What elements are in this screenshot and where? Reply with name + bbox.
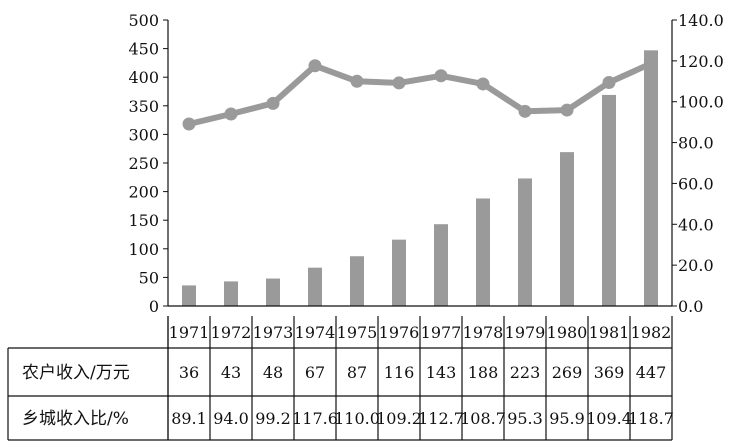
income-value-cell: 188: [468, 363, 499, 382]
income-value-cell: 223: [510, 363, 541, 382]
ratio-point: [266, 96, 280, 110]
ratio-value-cell: 110.0: [334, 409, 380, 428]
left-tick-label: 400: [128, 68, 159, 87]
ratio-point: [392, 76, 406, 90]
ratio-value-cell: 108.7: [460, 409, 506, 428]
category-label: 1977: [421, 323, 462, 342]
right-tick-label: 20.0: [678, 256, 714, 275]
left-tick-label: 450: [128, 40, 159, 59]
right-tick-label: 0.0: [678, 297, 703, 316]
ratio-point: [308, 59, 322, 73]
right-tick-label: 60.0: [678, 174, 714, 193]
ratio-value-cell: 117.6: [292, 409, 338, 428]
income-bars: [182, 50, 658, 306]
ratio-value-cell: 118.7: [628, 409, 674, 428]
category-label: 1976: [379, 323, 420, 342]
left-tick-label: 250: [128, 154, 159, 173]
income-bar: [476, 198, 490, 306]
income-value-cell: 116: [384, 363, 415, 382]
ratio-value-cell: 112.7: [418, 409, 464, 428]
right-tick-label: 80.0: [678, 134, 714, 153]
income-value-cell: 36: [179, 363, 199, 382]
income-row-label: 农户收入/万元: [22, 363, 130, 383]
ratio-line: [182, 57, 658, 131]
data-table: 1971 36 89.1 1972 43 94.0 1973 48 99.2 1974 67 117.…: [7, 316, 674, 441]
income-bar: [434, 224, 448, 306]
ratio-point: [602, 76, 616, 90]
left-tick-label: 100: [128, 240, 159, 259]
income-bar: [644, 50, 658, 306]
category-label: 1980: [547, 323, 588, 342]
ratio-row-label: 乡城收入比/%: [22, 409, 129, 429]
income-value-cell: 43: [221, 363, 241, 382]
income-value-cell: 269: [552, 363, 583, 382]
left-tick-label: 50: [139, 268, 159, 287]
income-value-cell: 143: [426, 363, 457, 382]
ratio-point: [518, 104, 532, 118]
ratio-line-path: [188, 60, 653, 127]
income-bar: [602, 94, 616, 306]
category-label: 1979: [505, 323, 546, 342]
category-label: 1975: [337, 323, 378, 342]
ratio-point: [434, 69, 448, 83]
income-value-cell: 48: [263, 363, 283, 382]
income-value-cell: 87: [347, 363, 367, 382]
left-tick-label: 150: [128, 211, 159, 230]
left-tick-label: 200: [128, 183, 159, 202]
income-bar: [518, 178, 532, 306]
category-label: 1978: [463, 323, 504, 342]
right-tick-label: 120.0: [678, 52, 724, 71]
income-bar: [308, 267, 322, 306]
ratio-point: [476, 77, 490, 91]
income-value-cell: 447: [636, 363, 667, 382]
income-bar: [182, 285, 196, 306]
category-label: 1982: [631, 323, 672, 342]
income-value-cell: 369: [594, 363, 625, 382]
ratio-point: [182, 117, 196, 131]
category-label: 1973: [253, 323, 294, 342]
ratio-value-cell: 95.3: [507, 409, 543, 428]
ratio-value-cell: 99.2: [255, 409, 291, 428]
right-axis-ticks: 0.0 20.0 40.0 60.0 80.0 100.0 120.0 140.0: [672, 11, 724, 316]
category-label: 1971: [169, 323, 210, 342]
left-axis-ticks: 0 50 100 150 200 250 300 350 400 450 500: [128, 11, 168, 316]
left-tick-label: 350: [128, 97, 159, 116]
left-tick-label: 0: [149, 297, 159, 316]
ratio-value-cell: 89.1: [171, 409, 207, 428]
income-bar: [392, 239, 406, 306]
income-bar: [224, 281, 238, 306]
plot-frame: [167, 20, 673, 307]
income-bar: [560, 152, 574, 306]
ratio-value-cell: 109.2: [376, 409, 422, 428]
ratio-point: [350, 74, 364, 88]
ratio-point: [644, 57, 658, 71]
right-tick-label: 40.0: [678, 215, 714, 234]
income-bar: [350, 256, 364, 306]
ratio-value-cell: 94.0: [213, 409, 249, 428]
category-label: 1974: [295, 323, 336, 342]
right-tick-label: 140.0: [678, 11, 724, 30]
income-bar: [266, 278, 280, 306]
left-tick-label: 500: [128, 11, 159, 30]
ratio-point: [560, 103, 574, 117]
ratio-value-cell: 95.9: [549, 409, 585, 428]
ratio-point: [224, 107, 238, 121]
category-label: 1972: [211, 323, 252, 342]
right-tick-label: 100.0: [678, 93, 724, 112]
left-tick-label: 300: [128, 125, 159, 144]
category-label: 1981: [589, 323, 630, 342]
income-value-cell: 67: [305, 363, 325, 382]
ratio-value-cell: 109.4: [586, 409, 632, 428]
